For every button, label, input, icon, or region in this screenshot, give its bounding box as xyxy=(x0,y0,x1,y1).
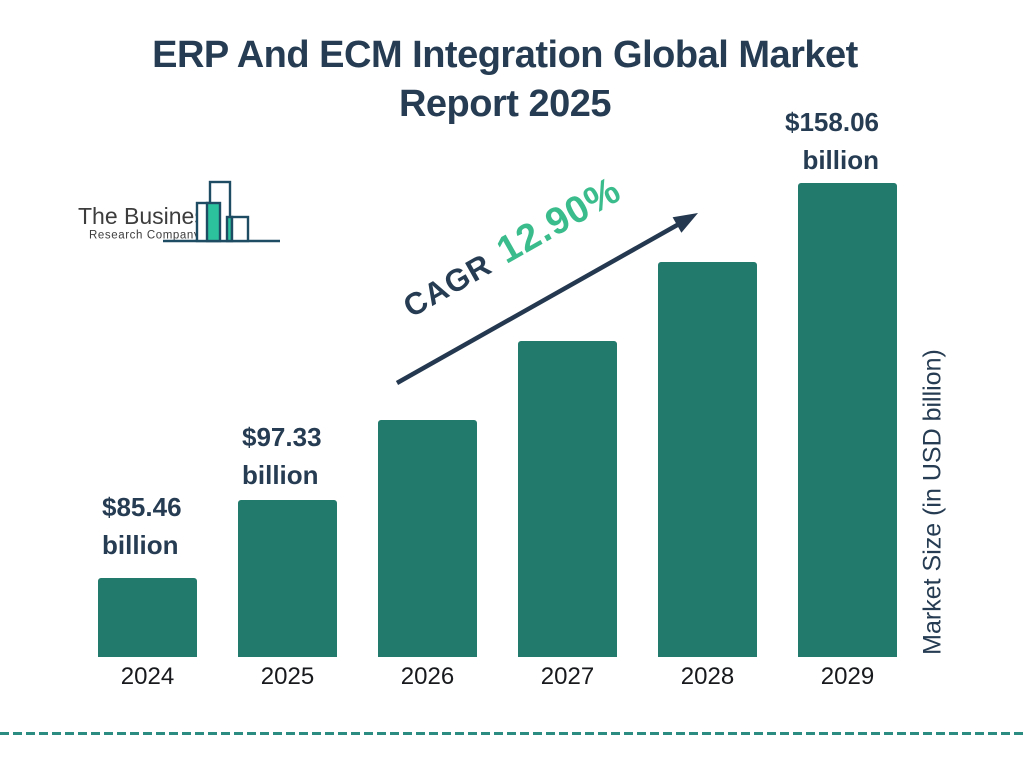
page-title-line1: ERP And ECM Integration Global Market xyxy=(152,34,858,76)
value-amount: $85.46 xyxy=(102,492,182,522)
x-axis-labels: 2024 2025 2026 2027 2028 2029 xyxy=(98,663,898,691)
y-axis-title: Market Size (in USD billion) xyxy=(918,349,947,655)
bottom-dashed-divider xyxy=(0,732,1024,735)
x-tick-2027: 2027 xyxy=(540,663,595,690)
bar-2029 xyxy=(798,183,897,657)
value-label-2024: $85.46 billion xyxy=(102,488,182,564)
logo-barchart-icon xyxy=(163,180,280,243)
cagr-trend-arrow xyxy=(395,213,698,385)
bar-2027 xyxy=(518,341,617,657)
value-unit: billion xyxy=(102,530,179,560)
x-tick-2029: 2029 xyxy=(820,663,875,690)
value-label-2029: $158.06 billion xyxy=(785,103,879,179)
page-title: ERP And ECM Integration Global Market Re… xyxy=(0,31,1010,129)
logo-text-line2: Research Company xyxy=(89,230,200,242)
bar-2028 xyxy=(658,262,757,657)
bar-chart xyxy=(98,183,898,657)
bar-2024 xyxy=(98,578,197,657)
value-amount: $158.06 xyxy=(785,107,879,137)
bar-2025 xyxy=(238,500,337,657)
value-amount: $97.33 xyxy=(242,422,322,452)
page-title-line2: Report 2025 xyxy=(398,83,612,125)
x-tick-2026: 2026 xyxy=(400,663,455,690)
value-unit: billion xyxy=(242,460,319,490)
x-tick-2025: 2025 xyxy=(260,663,315,690)
x-tick-2024: 2024 xyxy=(120,663,175,690)
company-logo: The Business Research Company xyxy=(78,180,280,243)
value-label-2025: $97.33 billion xyxy=(242,418,322,494)
bar-2026 xyxy=(378,420,477,657)
x-tick-2028: 2028 xyxy=(680,663,735,690)
logo-text-line1: The Business xyxy=(78,203,217,229)
value-unit: billion xyxy=(802,145,879,175)
